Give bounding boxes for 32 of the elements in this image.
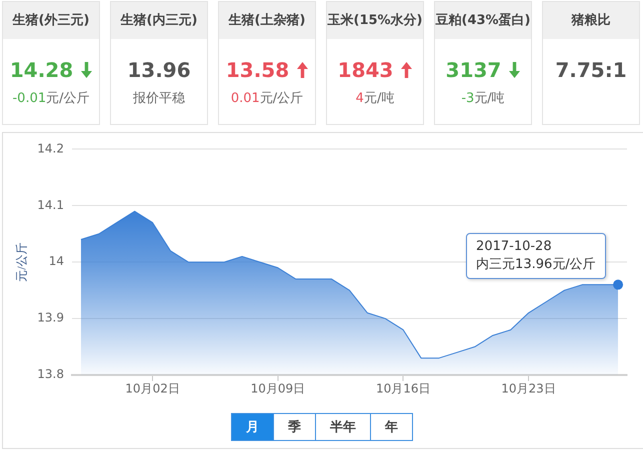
x-tick-label: 10月09日 (250, 381, 306, 396)
text: 月 (231, 413, 274, 441)
text: 0.01元/公斤 (230, 91, 304, 106)
x-tick-label: 10月02日 (125, 381, 180, 396)
text: -0.01元/公斤 (12, 91, 90, 106)
text: 季 (274, 413, 316, 441)
text: 1843 (338, 58, 394, 82)
y-tick-label: 14.2 (37, 141, 64, 156)
text: -3元/吨 (461, 91, 505, 106)
text: 年 (371, 413, 413, 441)
y-axis-title: 元/公斤 (14, 242, 28, 282)
text: 13.96 (127, 58, 191, 82)
y-tick-label: 14 (48, 254, 64, 268)
text: 生猪(外三元) (3, 2, 99, 39)
text: 猪粮比 (543, 2, 639, 39)
text: 玉米(15%水分) (327, 2, 423, 39)
text: 生猪(土杂猪) (219, 2, 315, 39)
text: 生猪(内三元) (111, 2, 207, 39)
y-tick-label: 13.9 (37, 310, 64, 325)
text: 豆粕(43%蛋白) (435, 2, 531, 39)
text: 报价平稳 (132, 90, 186, 107)
text: 半年 (316, 413, 371, 441)
y-tick-label: 14.1 (37, 198, 64, 212)
text: 3137 (446, 58, 502, 82)
annotation: 2017-10-28 内三元13.96元/公斤 (476, 238, 596, 274)
x-tick-label: 10月23日 (501, 381, 556, 396)
text: 14.28 (10, 58, 74, 82)
y-tick-label: 13.8 (37, 367, 64, 382)
text: 13.58 (226, 58, 290, 82)
text: 7.75:1 (555, 58, 627, 82)
text: 4元/吨 (356, 91, 394, 106)
x-tick-label: 10月16日 (376, 381, 430, 396)
